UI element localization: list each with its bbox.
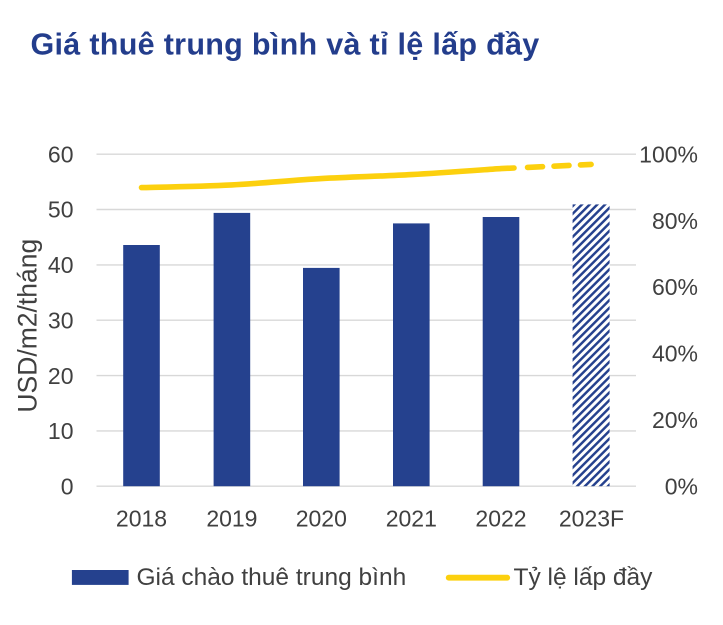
svg-text:2023F: 2023F xyxy=(559,506,624,532)
svg-text:40: 40 xyxy=(48,252,74,278)
svg-text:2021: 2021 xyxy=(386,506,437,532)
svg-text:0: 0 xyxy=(61,473,74,499)
svg-text:Giá chào thuê trung bình: Giá chào thuê trung bình xyxy=(137,564,407,591)
svg-text:10: 10 xyxy=(48,418,74,444)
svg-text:80%: 80% xyxy=(652,208,698,234)
svg-text:60%: 60% xyxy=(652,274,698,300)
svg-text:60: 60 xyxy=(48,141,74,167)
svg-text:100%: 100% xyxy=(639,141,698,167)
svg-text:2022: 2022 xyxy=(475,506,526,532)
svg-text:Tỷ lệ lấp đầy: Tỷ lệ lấp đầy xyxy=(514,564,654,591)
svg-text:2019: 2019 xyxy=(206,506,257,532)
svg-text:20%: 20% xyxy=(652,407,698,433)
svg-text:2018: 2018 xyxy=(116,506,167,532)
svg-text:USD/m2/tháng: USD/m2/tháng xyxy=(12,239,42,413)
svg-text:50: 50 xyxy=(48,197,74,223)
svg-text:20: 20 xyxy=(48,363,74,389)
svg-text:30: 30 xyxy=(48,307,74,333)
svg-text:Giá thuê trung bình và tỉ lệ l: Giá thuê trung bình và tỉ lệ lấp đầy xyxy=(31,28,540,62)
svg-text:0%: 0% xyxy=(665,473,698,499)
svg-text:40%: 40% xyxy=(652,341,698,367)
svg-text:2020: 2020 xyxy=(296,506,347,532)
